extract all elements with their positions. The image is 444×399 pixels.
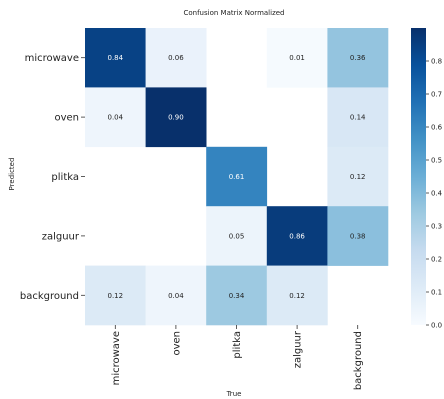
cell-value-label: 0.14 [350, 114, 366, 122]
colorbar-tick-label: 0.7 [431, 91, 442, 99]
colorbar-tick-label: 0.6 [431, 124, 443, 132]
y-axis-label: Predicted [8, 158, 16, 191]
heatmap-cell [206, 265, 268, 326]
colorbar-tick-label: 0.1 [431, 289, 442, 297]
heatmap-cell [266, 265, 328, 326]
cell-value-label: 0.84 [108, 54, 124, 62]
colorbar-tick-label: 0.2 [431, 256, 442, 264]
heatmap-cell [266, 206, 328, 266]
cell-value-label: 0.86 [289, 232, 305, 240]
y-tick-label: zalguur [42, 231, 80, 242]
heatmap-cell [85, 265, 146, 326]
cell-value-label: 0.05 [229, 232, 245, 240]
x-tick-label: zalguur [293, 330, 304, 368]
heatmap-cell [85, 28, 146, 88]
colorbar-ticks: 0.0 0.1 0.2 0.3 0.4 0.5 0.6 0.7 0.8 [426, 58, 443, 330]
heatmap-cell [206, 146, 268, 207]
cell-value-label: 0.12 [350, 173, 366, 181]
colorbar-tick-label: 0.5 [431, 157, 442, 165]
y-tick-label: microwave [25, 53, 79, 64]
heatmap-cell [206, 206, 268, 266]
colorbar [411, 28, 426, 325]
x-tick-label: plitka [232, 331, 243, 359]
x-axis-label: True [226, 390, 242, 398]
y-tick-label: plitka [51, 172, 79, 183]
heatmap-cell [327, 206, 389, 266]
cell-value-label: 0.90 [168, 114, 184, 122]
heatmap-cell [145, 28, 207, 88]
cell-value-label: 0.38 [350, 232, 366, 240]
cell-value-label: 0.61 [229, 173, 245, 181]
chart-title: Confusion Matrix Normalized [183, 9, 284, 17]
heatmap-cell [85, 87, 146, 148]
x-tick-label: oven [171, 331, 182, 356]
heatmap-cell [327, 28, 389, 88]
heatmap-cell [145, 87, 207, 148]
x-tick-label: microwave [111, 331, 122, 385]
cell-value-label: 0.06 [168, 54, 184, 62]
x-axis-ticks: microwave oven plitka zalguur background [111, 325, 364, 390]
y-axis-ticks: microwave oven plitka zalguur background [20, 53, 85, 302]
y-tick-label: background [20, 291, 79, 302]
cell-value-label: 0.01 [289, 54, 305, 62]
cell-value-label: 0.04 [108, 114, 124, 122]
heatmap-cell [266, 28, 328, 88]
cell-value-label: 0.04 [168, 292, 184, 300]
heatmap-cell [327, 146, 389, 207]
cell-value-label: 0.34 [229, 292, 245, 300]
colorbar-tick-label: 0.0 [431, 322, 442, 330]
cell-value-label: 0.12 [289, 292, 305, 300]
heatmap-cell [327, 87, 389, 148]
colorbar-tick-label: 0.3 [431, 223, 442, 231]
heatmap-cell [145, 265, 207, 326]
colorbar-tick-label: 0.8 [431, 58, 442, 66]
colorbar-tick-label: 0.4 [431, 190, 443, 198]
y-tick-label: oven [54, 113, 79, 124]
x-tick-label: background [353, 331, 364, 390]
heatmap-cells: 0.84 0.06 0.01 0.36 0.04 0.90 0.14 0.61 0.12 0.05… [85, 28, 389, 326]
cell-value-label: 0.12 [108, 292, 124, 300]
cell-value-label: 0.36 [350, 54, 366, 62]
